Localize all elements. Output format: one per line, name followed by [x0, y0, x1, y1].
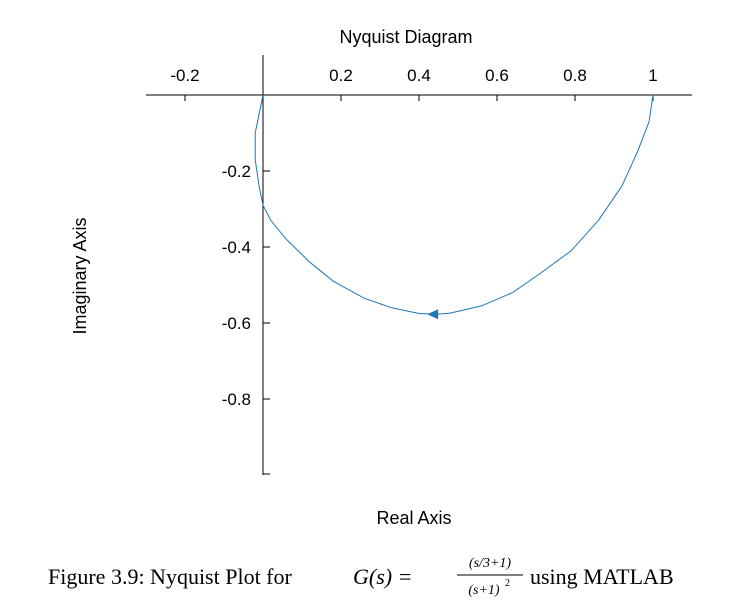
x-tick-label: -0.2 [170, 66, 199, 85]
x-tick-label: 0.8 [563, 66, 587, 85]
caption-numerator: (s/3+1) [469, 556, 511, 571]
caption-denominator: (s+1) [468, 583, 500, 598]
y-axis-label: Imaginary Axis [70, 217, 90, 334]
caption-suffix: using MATLAB [530, 564, 674, 589]
x-tick-label: 0.4 [407, 66, 431, 85]
chart-title: Nyquist Diagram [339, 27, 472, 47]
direction-arrow [427, 309, 439, 320]
y-tick-label: -0.4 [222, 238, 251, 257]
figure-caption: Figure 3.9: Nyquist Plot for G(s) = (s/3… [48, 556, 674, 598]
caption-exponent: 2 [505, 578, 510, 589]
caption-prefix: Figure 3.9: Nyquist Plot for [48, 564, 293, 589]
x-tick-label: 0.6 [485, 66, 509, 85]
x-axis-label: Real Axis [376, 508, 451, 528]
caption-function: G(s) = [353, 564, 412, 589]
x-tick-label: 1 [648, 66, 657, 85]
y-tick-label: -0.8 [222, 390, 251, 409]
y-tick-label: -0.2 [222, 162, 251, 181]
series-line-G [254, 94, 654, 315]
y-tick-label: -0.6 [222, 314, 251, 333]
x-tick-label: 0.2 [329, 66, 353, 85]
